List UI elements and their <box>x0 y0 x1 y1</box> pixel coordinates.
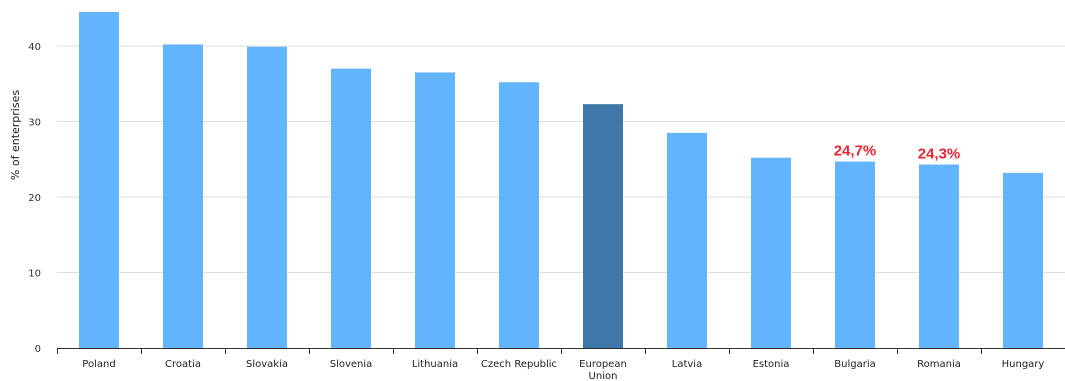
x-tick-label: European <box>579 359 627 370</box>
bar <box>499 82 539 349</box>
bar <box>835 161 875 348</box>
bar <box>415 72 455 349</box>
bar <box>163 44 203 349</box>
data-labels: 24,7% 24,3% <box>834 143 961 163</box>
bar <box>583 104 623 348</box>
x-tick-label: Slovenia <box>330 359 373 370</box>
bars <box>79 12 1043 349</box>
x-tick-label: Hungary <box>1002 359 1045 370</box>
y-tick-label: 40 <box>28 42 41 53</box>
x-tick-label: Czech Republic <box>481 359 557 370</box>
bar <box>79 12 119 349</box>
x-tick-label: Croatia <box>165 359 201 370</box>
x-tick-label: Lithuania <box>412 359 458 370</box>
y-tick-labels: 0 10 20 30 40 <box>28 42 41 355</box>
x-tick-label: Union <box>589 371 618 381</box>
x-tick-label: Latvia <box>672 359 702 370</box>
x-tick-label: Slovakia <box>246 359 288 370</box>
bar <box>1003 172 1043 348</box>
bar <box>919 164 959 348</box>
x-tick-label: Estonia <box>753 359 790 370</box>
gridlines <box>57 45 1065 273</box>
bar <box>331 68 371 349</box>
bar <box>247 46 287 348</box>
x-tick-label: Romania <box>917 359 961 370</box>
y-tick-label: 0 <box>35 344 41 355</box>
x-tick-label: Poland <box>82 359 115 370</box>
bar <box>751 157 791 348</box>
y-tick-label: 20 <box>28 193 41 204</box>
x-tick-labels: Poland Croatia Slovakia Slovenia Lithuania Cz… <box>82 359 1044 381</box>
y-axis-title: % of enterprises <box>9 90 22 180</box>
y-tick-label: 30 <box>28 118 41 129</box>
bar <box>667 132 707 348</box>
x-axis <box>57 348 1065 354</box>
x-tick-label: Bulgaria <box>834 359 875 370</box>
data-label: 24,7% <box>834 143 877 160</box>
y-tick-label: 10 <box>28 269 41 280</box>
data-label: 24,3% <box>918 146 961 163</box>
